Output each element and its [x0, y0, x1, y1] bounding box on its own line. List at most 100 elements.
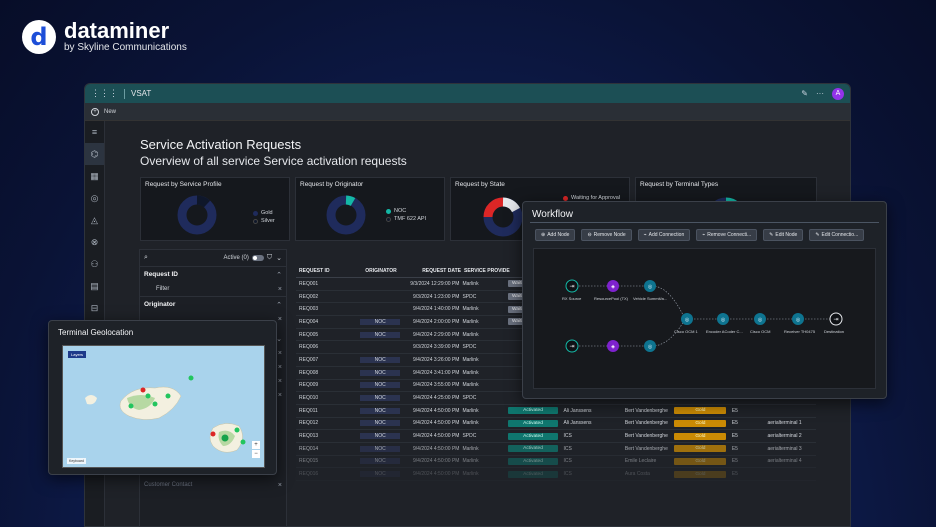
cell-service-provider: Marlink [462, 356, 479, 363]
terminal-marker [165, 393, 171, 399]
label-cisco-ocm: Cisco OCM [750, 329, 771, 334]
close-icon[interactable]: × [277, 391, 282, 399]
cell-terminal-name: aerialterminal 3 [767, 445, 802, 452]
menu-icon[interactable]: ≡ [91, 127, 98, 137]
page-title: Service Activation Requests [140, 137, 302, 152]
header-request-id[interactable]: REQUEST ID [299, 267, 330, 274]
cell-terminal-name: aerialterminal 2 [767, 433, 802, 440]
sidebar-item-target[interactable]: ◎ [90, 192, 99, 203]
new-button[interactable]: New [104, 108, 117, 115]
terminal-marker [210, 431, 216, 437]
originator-value: NOC [360, 331, 401, 338]
legend-gold: Gold [261, 210, 273, 216]
table-row[interactable]: REQ015 NOC 9/4/2024 4:50:00 PM Marlink Activ… [296, 456, 816, 469]
node-rx-source-2: ⇥ [565, 339, 579, 353]
map-attribution: Keyboard [67, 458, 86, 464]
remove-connection-button[interactable]: ⌁ Remove Connecti... [696, 229, 758, 241]
sidebar-item-map[interactable]: ▦ [90, 170, 99, 181]
originator-value: NOC [360, 318, 401, 325]
add-connection-button[interactable]: ⌁ Add Connection [637, 229, 691, 241]
svg-text:◎: ◎ [758, 317, 763, 323]
map-layers-button[interactable]: Layers [68, 351, 87, 358]
table-row[interactable]: REQ014 NOC 9/4/2024 4:50:00 PM Marlink Activ… [296, 443, 816, 456]
close-icon[interactable]: × [277, 315, 282, 323]
header-service-provider[interactable]: SERVICE PROVIDER [464, 267, 510, 274]
chevron-up-icon[interactable]: ⌃ [276, 271, 282, 279]
workflow-toolbar: ⊕ Add Node ⊖ Remove Node ⌁ Add Connection ⌁… [535, 229, 865, 241]
geolocation-panel: Terminal Geolocation Layers + − Keyboard [48, 320, 277, 475]
sidebar-item-users[interactable]: ⚇ [90, 258, 99, 269]
cell-request-id: REQ012 [299, 420, 319, 427]
title-bar: ⋮⋮⋮ VSAT ✎ ··· A [85, 84, 850, 103]
toolbar: + New [85, 103, 850, 121]
cell-terminal-name: aerialterminal 1 [767, 420, 802, 427]
active-toggle[interactable] [251, 255, 264, 261]
cell-customer: ICS [563, 458, 572, 465]
workflow-title: Workflow [532, 209, 573, 220]
close-icon[interactable]: × [277, 377, 282, 385]
apps-grid-icon[interactable]: ⋮⋮⋮ [91, 88, 118, 98]
section-originator[interactable]: Originator [144, 301, 176, 308]
filter-input[interactable]: Filter [156, 286, 170, 292]
zoom-out-button[interactable]: − [252, 450, 260, 458]
more-icon[interactable]: ··· [816, 89, 824, 98]
chevron-down-icon[interactable]: ⌄ [276, 336, 282, 343]
sidebar-item-settings[interactable]: ⊗ [90, 236, 99, 247]
cell-customer: Ali Janssens [563, 420, 592, 427]
cell-request-date: 9/4/2024 4:50:00 PM [413, 458, 460, 465]
cell-profile: Gold [674, 419, 731, 427]
cell-service-provider: Marlink [462, 318, 479, 325]
add-icon[interactable]: + [91, 107, 99, 116]
terminal-marker [240, 439, 246, 445]
filter-icon[interactable]: ⛉ [266, 254, 273, 261]
legend-waiting: Waiting for Approval [571, 195, 621, 201]
close-icon[interactable]: × [277, 481, 282, 489]
brand-name: dataminer [64, 18, 170, 43]
edit-node-button[interactable]: ✎ Edit Node [763, 229, 804, 241]
chevron-down-icon[interactable]: ⌄ [276, 255, 282, 262]
remove-node-button[interactable]: ⊖ Remove Node [581, 229, 632, 241]
cell-contact: Emile Leclaire [624, 458, 657, 465]
add-node-button[interactable]: ⊕ Add Node [535, 229, 576, 241]
table-row[interactable]: REQ016 NOC 9/4/2024 4:50:00 PM Marlink Activ… [296, 468, 816, 481]
table-row[interactable]: REQ011 NOC 9/4/2024 4:50:00 PM Marlink Activ… [296, 405, 816, 418]
state-badge: Activated [508, 432, 559, 440]
cell-request-date: 9/4/2024 3:26:00 PM [413, 356, 460, 363]
cell-customer: ICS [563, 433, 572, 440]
close-icon[interactable]: × [277, 285, 282, 293]
cell-request-date: 9/4/2024 4:50:00 PM [413, 420, 460, 427]
table-row[interactable]: REQ010 NOC 9/4/2024 4:25:00 PM SPDC [296, 392, 816, 405]
avatar[interactable]: A [832, 87, 844, 100]
label-cisco-ocm1: Cisco OCM 1 [674, 329, 698, 334]
edit-connection-button[interactable]: ✎ Edit Connectio... [809, 229, 865, 241]
cell-request-id: REQ010 [299, 395, 319, 402]
island-west [85, 395, 97, 405]
cell-request-id: REQ005 [299, 331, 319, 338]
search-icon[interactable]: ⌕ [144, 254, 148, 261]
cell-originator: NOC [357, 407, 403, 414]
section-customer-contact[interactable]: Customer Contact [144, 482, 193, 488]
originator-value: NOC [360, 471, 401, 478]
cell-contact: Bert Vandenberghe [624, 407, 668, 414]
close-icon[interactable]: × [277, 349, 282, 357]
unlink-icon: ⌁ [702, 232, 706, 238]
cell-state: Waiting [508, 293, 563, 301]
workflow-canvas[interactable]: ⇥ ◈ ◎ ⇥ ◈ ◎ ◎ ◎ ◎ ◎ ⇥ RX Source Resource… [533, 248, 876, 389]
sidebar-item-chart[interactable]: ◬ [91, 214, 98, 225]
section-request-id[interactable]: Request ID [144, 271, 178, 278]
header-originator[interactable]: ORIGINATOR [365, 267, 397, 274]
header-request-date[interactable]: REQUEST DATE [422, 267, 461, 274]
edit-icon[interactable]: ✎ [801, 89, 808, 98]
sidebar-item-dashboard[interactable]: ⌬ [85, 143, 104, 165]
cell-service-provider: SPDC [462, 433, 477, 440]
table-row[interactable]: REQ012 NOC 9/4/2024 4:50:00 PM Marlink Activ… [296, 418, 816, 431]
sidebar-item-inbox[interactable]: ⊟ [90, 302, 99, 313]
sidebar-item-calendar[interactable]: ▤ [90, 280, 99, 291]
close-icon[interactable]: × [277, 363, 282, 371]
zoom-in-button[interactable]: + [252, 441, 260, 449]
table-row[interactable]: REQ013 NOC 9/4/2024 4:50:00 PM SPDC Activate… [296, 430, 816, 443]
chevron-up-icon[interactable]: ⌃ [276, 301, 282, 309]
cell-terminal-name: aerialterminal 4 [767, 458, 802, 465]
cell-originator: NOC [357, 318, 403, 325]
map[interactable]: Layers + − Keyboard [62, 345, 265, 468]
